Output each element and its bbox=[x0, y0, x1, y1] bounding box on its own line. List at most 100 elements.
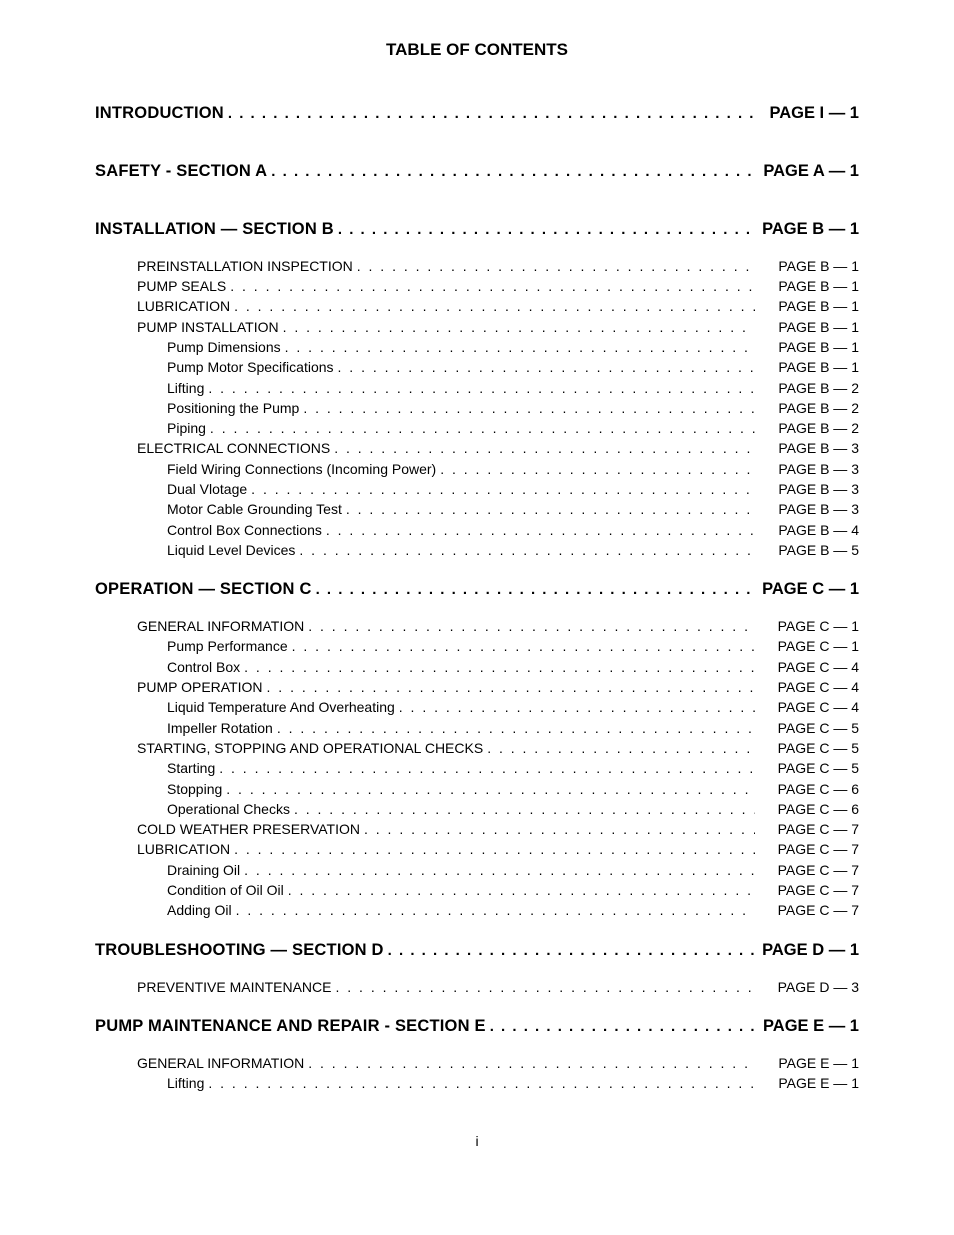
toc-section: SAFETY - SECTION APAGE A — 1 bbox=[95, 160, 859, 184]
leader-dots bbox=[271, 161, 755, 183]
toc-entry-label: PUMP SEALS bbox=[137, 276, 226, 296]
toc-entry-label: INTRODUCTION bbox=[95, 102, 224, 126]
leader-dots bbox=[334, 438, 755, 458]
leader-dots bbox=[230, 276, 755, 296]
leader-dots bbox=[210, 418, 755, 438]
toc-section-row: PUMP MAINTENANCE AND REPAIR - SECTION E P… bbox=[95, 1015, 859, 1039]
toc-sub-block: GENERAL INFORMATIONPAGE E — 1LiftingPAGE… bbox=[95, 1053, 859, 1094]
leader-dots bbox=[388, 940, 755, 962]
toc-entry-page: PAGE C — 1 bbox=[759, 636, 859, 656]
toc-entry-row: PUMP INSTALLATION PAGE B — 1 bbox=[95, 317, 859, 337]
leader-dots bbox=[338, 219, 755, 241]
toc-entry-label: Pump Dimensions bbox=[167, 337, 281, 357]
toc-entry-label: Liquid Temperature And Overheating bbox=[167, 697, 395, 717]
toc-entry-label: Control Box bbox=[167, 657, 240, 677]
toc-section: OPERATION — SECTION CPAGE C — 1GENERAL I… bbox=[95, 578, 859, 920]
toc-entry-label: PUMP INSTALLATION bbox=[137, 317, 279, 337]
toc-entry-label: PUMP MAINTENANCE AND REPAIR - SECTION E bbox=[95, 1015, 486, 1039]
toc-entry-page: PAGE B — 3 bbox=[759, 459, 859, 479]
toc-entry-row: Starting PAGE C — 5 bbox=[95, 758, 859, 778]
toc-entry-label: INSTALLATION — SECTION B bbox=[95, 218, 334, 242]
toc-entry-row: Liquid Level DevicesPAGE B — 5 bbox=[95, 540, 859, 560]
toc-entry-label: STARTING, STOPPING AND OPERATIONAL CHECK… bbox=[137, 738, 483, 758]
toc-entry-label: PREINSTALLATION INSPECTION bbox=[137, 256, 353, 276]
leader-dots bbox=[234, 839, 755, 859]
leader-dots bbox=[338, 357, 755, 377]
toc-entry-row: Piping PAGE B — 2 bbox=[95, 418, 859, 438]
toc-entry-row: Positioning the PumpPAGE B — 2 bbox=[95, 398, 859, 418]
toc-entry-page: PAGE I — 1 bbox=[759, 102, 859, 126]
toc-entry-row: PUMP SEALS PAGE B — 1 bbox=[95, 276, 859, 296]
toc-section: INSTALLATION — SECTION BPAGE B — 1PREINS… bbox=[95, 218, 859, 560]
leader-dots bbox=[244, 860, 755, 880]
toc-entry-row: Impeller RotationPAGE C — 5 bbox=[95, 718, 859, 738]
toc-entry-page: PAGE A — 1 bbox=[759, 160, 859, 184]
toc-entry-label: Motor Cable Grounding Test bbox=[167, 499, 342, 519]
toc-entry-label: LUBRICATION bbox=[137, 839, 230, 859]
toc-entry-row: COLD WEATHER PRESERVATIONPAGE C — 7 bbox=[95, 819, 859, 839]
toc-entry-page: PAGE C — 5 bbox=[759, 738, 859, 758]
leader-dots bbox=[308, 616, 755, 636]
toc-entry-page: PAGE B — 1 bbox=[759, 256, 859, 276]
toc-entry-row: GENERAL INFORMATIONPAGE E — 1 bbox=[95, 1053, 859, 1073]
toc-entry-page: PAGE C — 7 bbox=[759, 839, 859, 859]
toc-title: TABLE OF CONTENTS bbox=[95, 40, 859, 60]
toc-entry-label: Adding Oil bbox=[167, 900, 232, 920]
toc-entry-row: Adding OilPAGE C — 7 bbox=[95, 900, 859, 920]
leader-dots bbox=[288, 880, 755, 900]
toc-entry-row: Motor Cable Grounding TestPAGE B — 3 bbox=[95, 499, 859, 519]
leader-dots bbox=[267, 677, 755, 697]
toc-entry-page: PAGE C — 5 bbox=[759, 758, 859, 778]
toc-entry-label: Starting bbox=[167, 758, 215, 778]
toc-entry-page: PAGE B — 1 bbox=[759, 317, 859, 337]
leader-dots bbox=[335, 977, 755, 997]
toc-entry-label: OPERATION — SECTION C bbox=[95, 578, 312, 602]
toc-entry-label: PREVENTIVE MAINTENANCE bbox=[137, 977, 331, 997]
toc-entry-page: PAGE C — 6 bbox=[759, 779, 859, 799]
leader-dots bbox=[357, 256, 755, 276]
toc-entry-row: LiftingPAGE B — 2 bbox=[95, 378, 859, 398]
toc-entry-page: PAGE C — 4 bbox=[759, 697, 859, 717]
toc-entry-label: Lifting bbox=[167, 1073, 204, 1093]
toc-entry-row: STARTING, STOPPING AND OPERATIONAL CHECK… bbox=[95, 738, 859, 758]
toc-entry-page: PAGE B — 1 bbox=[759, 276, 859, 296]
toc-entry-page: PAGE B — 3 bbox=[759, 438, 859, 458]
toc-entry-label: Pump Performance bbox=[167, 636, 288, 656]
toc-section-row: TROUBLESHOOTING — SECTION D PAGE D — 1 bbox=[95, 939, 859, 963]
toc-entry-row: PREINSTALLATION INSPECTION PAGE B — 1 bbox=[95, 256, 859, 276]
toc-entry-page: PAGE B — 2 bbox=[759, 398, 859, 418]
leader-dots bbox=[228, 103, 755, 125]
toc-entry-page: PAGE C — 5 bbox=[759, 718, 859, 738]
toc-entry-label: GENERAL INFORMATION bbox=[137, 616, 304, 636]
leader-dots bbox=[277, 718, 755, 738]
toc-entry-label: Pump Motor Specifications bbox=[167, 357, 334, 377]
toc-entry-label: COLD WEATHER PRESERVATION bbox=[137, 819, 360, 839]
toc-sub-block: GENERAL INFORMATION PAGE C — 1 Pump Perfor… bbox=[95, 616, 859, 920]
toc-entry-page: PAGE D — 1 bbox=[759, 939, 859, 963]
toc-entry-page: PAGE B — 5 bbox=[759, 540, 859, 560]
toc-entry-page: PAGE B — 1 bbox=[759, 357, 859, 377]
toc-entry-row: Pump DimensionsPAGE B — 1 bbox=[95, 337, 859, 357]
toc-entry-row: LUBRICATIONPAGE B — 1 bbox=[95, 296, 859, 316]
toc-entry-page: PAGE E — 1 bbox=[759, 1015, 859, 1039]
leader-dots bbox=[251, 479, 755, 499]
toc-entry-page: PAGE B — 1 bbox=[759, 218, 859, 242]
toc-entry-label: Condition of Oil Oil bbox=[167, 880, 284, 900]
toc-entry-row: StoppingPAGE C — 6 bbox=[95, 779, 859, 799]
toc-entry-row: LUBRICATION PAGE C — 7 bbox=[95, 839, 859, 859]
leader-dots bbox=[285, 337, 755, 357]
leader-dots bbox=[234, 296, 755, 316]
toc-entry-label: Operational Checks bbox=[167, 799, 290, 819]
toc-entry-row: Draining OilPAGE C — 7 bbox=[95, 860, 859, 880]
toc-entry-label: TROUBLESHOOTING — SECTION D bbox=[95, 939, 384, 963]
toc-entry-row: Pump Motor Specifications PAGE B — 1 bbox=[95, 357, 859, 377]
toc-entry-label: Lifting bbox=[167, 378, 204, 398]
toc-entry-row: Control Box ConnectionsPAGE B — 4 bbox=[95, 520, 859, 540]
toc-sub-block: PREVENTIVE MAINTENANCEPAGE D — 3 bbox=[95, 977, 859, 997]
leader-dots bbox=[244, 657, 755, 677]
toc-entry-label: Control Box Connections bbox=[167, 520, 322, 540]
toc-entry-page: PAGE B — 3 bbox=[759, 479, 859, 499]
toc-entry-page: PAGE B — 2 bbox=[759, 418, 859, 438]
toc-entry-label: Piping bbox=[167, 418, 206, 438]
leader-dots bbox=[316, 579, 755, 601]
